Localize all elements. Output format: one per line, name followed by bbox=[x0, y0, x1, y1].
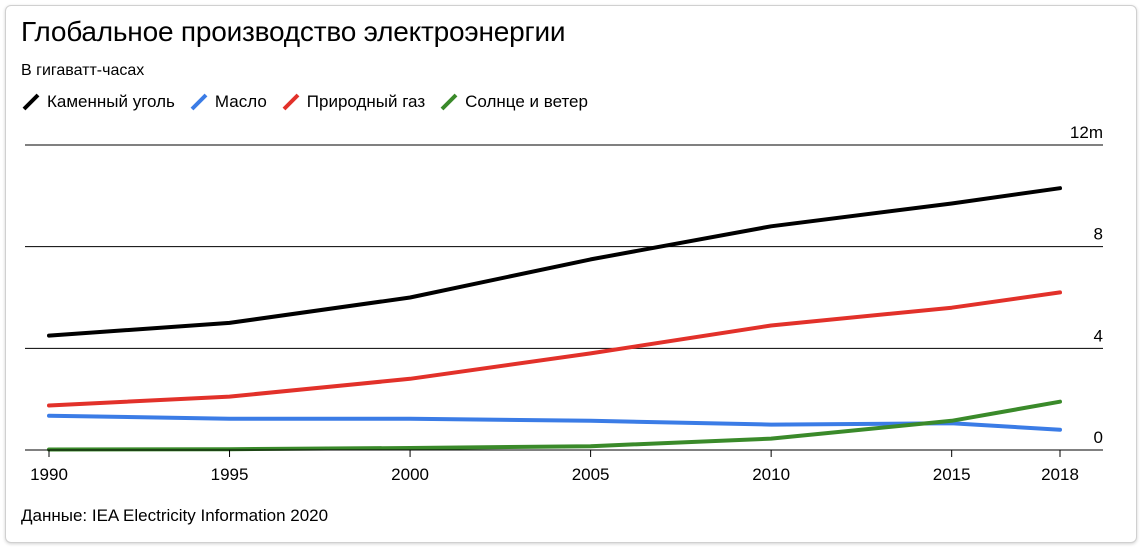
x-tick-label-2005: 2005 bbox=[572, 465, 610, 484]
legend-item-solar-wind: Солнце и ветер bbox=[439, 92, 588, 112]
series-line-0 bbox=[47, 186, 1062, 338]
chart-title: Глобальное производство электроэнергии bbox=[21, 16, 566, 47]
y-axis-tick-labels: 0 4 8 12m bbox=[1070, 123, 1103, 447]
legend-swatch-coal bbox=[21, 92, 41, 112]
y-tick-label-0: 0 bbox=[1094, 428, 1103, 447]
series-line-3 bbox=[47, 399, 1062, 452]
legend-label-solar-wind: Солнце и ветер bbox=[465, 92, 588, 111]
series-lines bbox=[47, 186, 1062, 452]
series-line-2 bbox=[47, 290, 1062, 408]
y-tick-label-4: 4 bbox=[1094, 326, 1103, 345]
x-tick-label-1990: 1990 bbox=[30, 465, 68, 484]
x-tick-label-2018: 2018 bbox=[1041, 465, 1079, 484]
legend-label-gas: Природный газ bbox=[306, 92, 426, 111]
y-tick-label-12: 12m bbox=[1070, 123, 1103, 142]
chart-subtitle: В гигаватт-часах bbox=[21, 62, 145, 79]
legend-swatch-solar-wind bbox=[439, 92, 459, 112]
x-tick-label-1995: 1995 bbox=[211, 465, 249, 484]
x-tick-label-2000: 2000 bbox=[391, 465, 429, 484]
legend-item-coal: Каменный уголь bbox=[21, 92, 175, 112]
legend-item-gas: Природный газ bbox=[281, 92, 425, 112]
chart-card bbox=[5, 5, 1137, 543]
y-tick-label-8: 8 bbox=[1094, 225, 1103, 244]
x-axis: 1990 1995 2000 2005 2010 2015 2018 bbox=[25, 449, 1103, 484]
legend-item-oil: Масло bbox=[189, 92, 267, 112]
x-tick-label-2015: 2015 bbox=[933, 465, 971, 484]
legend-swatch-oil bbox=[189, 92, 209, 112]
legend-label-coal: Каменный уголь bbox=[47, 92, 175, 111]
chart-source-note: Данные: IEA Electricity Information 2020 bbox=[21, 506, 329, 525]
chart-legend: Каменный уголь Масло Природный газ Солнц… bbox=[21, 90, 602, 114]
x-tick-label-2010: 2010 bbox=[752, 465, 790, 484]
legend-label-oil: Масло bbox=[214, 92, 267, 111]
gridlines bbox=[25, 144, 1103, 349]
legend-swatch-gas bbox=[281, 92, 301, 112]
series-line-1 bbox=[47, 413, 1062, 432]
